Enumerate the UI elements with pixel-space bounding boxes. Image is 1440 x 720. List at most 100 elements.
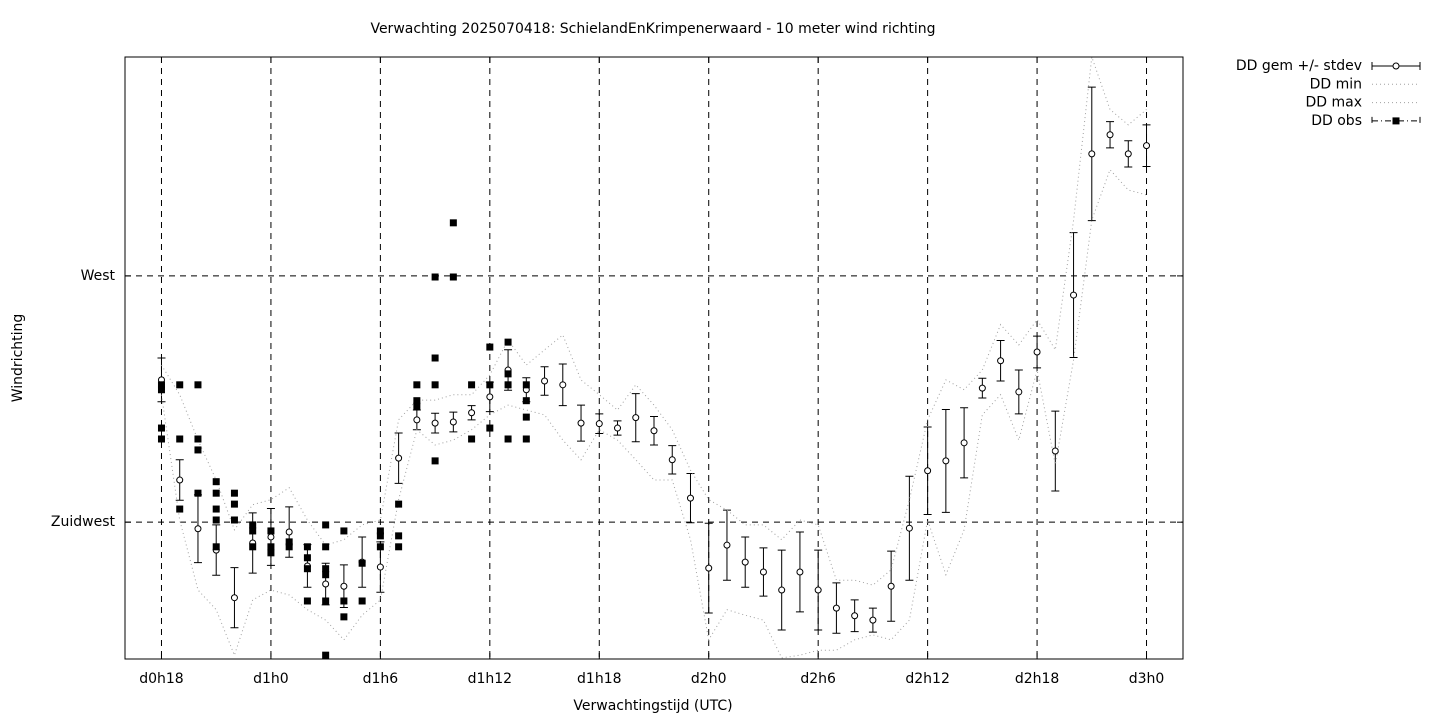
obs-point: [303, 597, 311, 605]
obs-point: [431, 457, 439, 465]
mean-point: [267, 533, 275, 541]
legend-label: DD obs: [1311, 113, 1362, 129]
x-tick-label: d1h18: [577, 671, 621, 687]
obs-point: [212, 505, 220, 513]
mean-point: [230, 594, 238, 602]
x-tick-label: d2h6: [800, 671, 836, 687]
mean-point: [942, 457, 950, 465]
obs-point: [376, 532, 384, 540]
mean-point: [887, 582, 895, 590]
obs-point: [212, 478, 220, 486]
x-tick-label: d2h0: [691, 671, 727, 687]
obs-point: [340, 527, 348, 535]
mean-point: [869, 616, 877, 624]
obs-point: [249, 543, 257, 551]
obs-point: [340, 597, 348, 605]
legend-swatch: [1392, 62, 1400, 70]
mean-point: [176, 476, 184, 484]
obs-point: [486, 343, 494, 351]
legend-label: DD gem +/- stdev: [1236, 58, 1362, 74]
obs-point: [157, 424, 165, 432]
obs-point: [212, 543, 220, 551]
obs-point: [267, 527, 275, 535]
mean-point: [741, 558, 749, 566]
obs-point: [395, 543, 403, 551]
mean-point: [486, 393, 494, 401]
obs-point: [395, 532, 403, 540]
x-tick-label: d1h12: [468, 671, 512, 687]
obs-point: [413, 397, 421, 405]
obs-point: [194, 381, 202, 389]
mean-point: [194, 525, 202, 533]
mean-point: [1015, 388, 1023, 396]
mean-point: [322, 580, 330, 588]
obs-point: [376, 527, 384, 535]
x-tick-label: d1h0: [253, 671, 289, 687]
obs-point: [303, 543, 311, 551]
mean-point: [705, 564, 713, 572]
obs-point: [522, 413, 530, 421]
obs-point: [522, 381, 530, 389]
mean-point: [796, 568, 804, 576]
mean-point: [1033, 348, 1041, 356]
mean-point: [997, 357, 1005, 365]
obs-point: [468, 435, 476, 443]
obs-point: [486, 424, 494, 432]
legend-label: DD min: [1310, 76, 1362, 92]
y-axis-label: Windrichting: [10, 314, 26, 403]
mean-point: [541, 377, 549, 385]
obs-point: [249, 527, 257, 535]
obs-point: [157, 381, 165, 389]
legend-swatch: [1392, 117, 1400, 125]
obs-point: [230, 516, 238, 524]
obs-point: [486, 381, 494, 389]
mean-point: [905, 524, 913, 532]
obs-point: [212, 516, 220, 524]
obs-point: [468, 381, 476, 389]
obs-point: [285, 538, 293, 546]
obs-point: [230, 489, 238, 497]
mean-point: [614, 424, 622, 432]
mean-point: [814, 586, 822, 594]
obs-point: [322, 543, 330, 551]
x-tick-label: d3h0: [1129, 671, 1165, 687]
obs-point: [504, 435, 512, 443]
obs-point: [267, 549, 275, 557]
obs-point: [449, 219, 457, 227]
obs-point: [157, 386, 165, 394]
legend-swatch: [1371, 116, 1421, 125]
mean-point: [668, 456, 676, 464]
mean-point: [650, 427, 658, 435]
mean-point: [285, 528, 293, 536]
mean-point: [723, 541, 731, 549]
x-axis-label: Verwachtingstijd (UTC): [573, 698, 732, 714]
mean-point: [759, 568, 767, 576]
legend-label: DD max: [1305, 95, 1362, 111]
plot-border: [124, 56, 1184, 660]
mean-point: [340, 582, 348, 590]
mean-point: [832, 604, 840, 612]
obs-point: [285, 543, 293, 551]
mean-point: [559, 381, 567, 389]
obs-point: [230, 500, 238, 508]
mean-point: [1143, 142, 1151, 150]
mean-point: [376, 563, 384, 571]
mean-point: [778, 586, 786, 594]
obs-point: [358, 597, 366, 605]
mean-point: [632, 414, 640, 422]
obs-point: [194, 435, 202, 443]
obs-point: [176, 435, 184, 443]
mean-point: [431, 419, 439, 427]
obs-point: [340, 613, 348, 621]
mean-point: [595, 420, 603, 428]
x-tick-label: d1h6: [363, 671, 399, 687]
obs-point: [322, 521, 330, 529]
obs-point: [504, 370, 512, 378]
obs-point: [322, 597, 330, 605]
obs-point: [431, 354, 439, 362]
obs-point: [194, 446, 202, 454]
chart-title: Verwachting 2025070418: SchielandEnKrimp…: [370, 21, 935, 37]
mean-point: [1088, 150, 1096, 158]
